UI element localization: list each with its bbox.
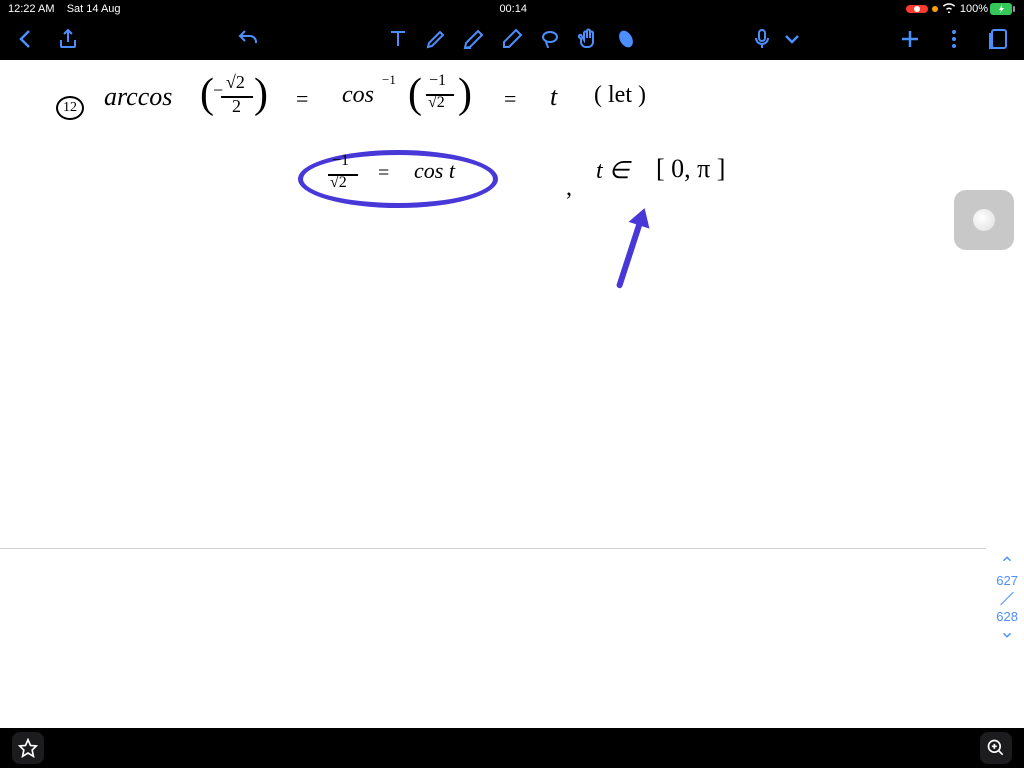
tool-palette — [386, 27, 638, 51]
battery-indicator: 100% — [960, 3, 1016, 15]
frac1-den: 2 — [232, 96, 241, 117]
frac2-den: √2 — [428, 94, 445, 112]
note-canvas[interactable]: 12 arccos ( − √2 2 ) = cos −1 ( −1 √2 ) … — [0, 60, 1024, 728]
page-slash-icon — [1000, 592, 1013, 605]
status-date: Sat 14 Aug — [67, 3, 121, 15]
lparen-2: ( — [408, 70, 422, 118]
mic-active-dot-icon — [932, 6, 938, 12]
rparen-2: ) — [458, 70, 472, 118]
eq-2: = — [504, 86, 516, 112]
frac3-num: −1 — [332, 152, 349, 170]
pages-view-button[interactable] — [986, 27, 1010, 51]
eq-1: = — [296, 86, 308, 112]
page-down-button[interactable] — [1000, 628, 1014, 645]
favorite-button[interactable] — [12, 732, 44, 764]
assistive-touch-button[interactable] — [954, 190, 1014, 250]
highlight-ellipse — [298, 150, 498, 208]
var-t: t — [550, 82, 557, 112]
pen-tool-button[interactable] — [424, 27, 448, 51]
hand-tool-button[interactable] — [576, 27, 600, 51]
lparen-1: ( — [200, 70, 214, 118]
highlighter-tool-button[interactable] — [462, 27, 486, 51]
screen-record-pill[interactable] — [906, 5, 928, 13]
undo-button[interactable] — [236, 27, 260, 51]
problem-number: 12 — [63, 100, 77, 116]
t-in: t ∈ — [596, 156, 630, 185]
share-button[interactable] — [56, 27, 80, 51]
page-current[interactable]: 627 — [996, 573, 1018, 588]
record-dot-icon — [914, 6, 920, 12]
status-bar: 12:22 AM Sat 14 Aug 00:14 100% — [0, 0, 1024, 18]
microphone-button[interactable] — [750, 27, 774, 51]
page-divider — [0, 548, 986, 549]
recording-timer-text: 00:14 — [499, 3, 527, 15]
rparen-1: ) — [254, 70, 268, 118]
problem-number-circle: 12 — [56, 96, 84, 120]
page-up-button[interactable] — [1000, 552, 1014, 569]
status-time: 12:22 AM — [8, 3, 54, 15]
let-text: ( let ) — [594, 82, 646, 109]
laser-tool-button[interactable] — [614, 27, 638, 51]
page-navigator: 627 628 — [996, 552, 1018, 645]
eraser-tool-button[interactable] — [500, 27, 524, 51]
highlight-arrow — [616, 211, 646, 289]
text-tool-button[interactable] — [386, 27, 410, 51]
app-toolbar — [0, 18, 1024, 60]
comma: , — [566, 175, 572, 202]
page-total[interactable]: 628 — [996, 609, 1018, 624]
status-time-date: 12:22 AM Sat 14 Aug — [8, 3, 121, 15]
add-button[interactable] — [898, 27, 922, 51]
frac1-num: √2 — [226, 72, 245, 93]
more-menu-button[interactable] — [942, 27, 966, 51]
status-right: 100% — [906, 2, 1016, 16]
battery-text: 100% — [960, 3, 988, 15]
lasso-tool-button[interactable] — [538, 27, 562, 51]
assistive-touch-icon — [973, 209, 995, 231]
range-text: [ 0, π ] — [656, 154, 725, 184]
bottom-bar — [0, 728, 1024, 768]
cos-text: cos — [342, 82, 374, 109]
wifi-icon — [942, 2, 956, 16]
back-button[interactable] — [14, 27, 38, 51]
cost-text: cos t — [414, 158, 455, 184]
zoom-in-button[interactable] — [980, 732, 1012, 764]
eq-3: = — [378, 162, 389, 185]
mic-dropdown-button[interactable] — [780, 27, 804, 51]
cos-exp: −1 — [382, 72, 396, 88]
frac2-num: −1 — [429, 72, 446, 90]
frac3-den: √2 — [330, 174, 347, 192]
math-arccos: arccos — [104, 82, 172, 112]
recording-timer: 00:14 — [121, 3, 906, 15]
